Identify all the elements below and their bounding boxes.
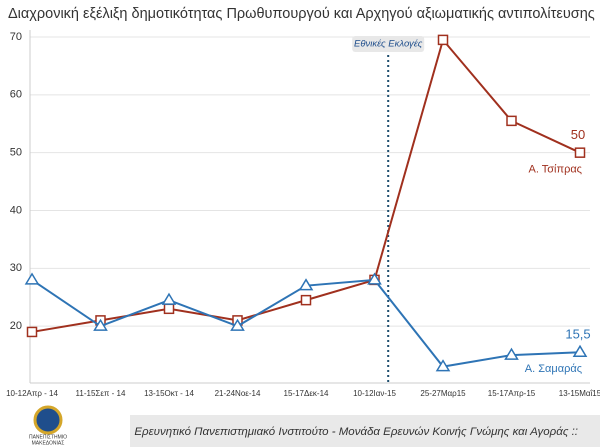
marker (93, 318, 108, 331)
x-tick-label: 13-15Μαΐ15 (559, 389, 600, 398)
marker (506, 115, 517, 127)
y-tick-label: 50 (10, 147, 22, 159)
series-label: Α. Σαμαράς (525, 363, 582, 375)
value-label: 15,5 (565, 327, 590, 342)
footer-bar (130, 415, 600, 447)
marker (300, 294, 312, 306)
y-tick-label: 70 (10, 31, 22, 43)
marker (24, 272, 40, 285)
x-tick-label: 10-12Ιαν-15 (353, 389, 396, 398)
y-tick-label: 60 (10, 89, 22, 101)
marker (163, 303, 175, 315)
annotation-box (352, 36, 425, 52)
marker (572, 344, 588, 357)
value-label: 50 (571, 127, 585, 142)
series-label: Α. Τσίπρας (528, 164, 582, 176)
x-tick-label: 11-15Σεπ - 14 (76, 389, 126, 398)
marker (298, 278, 314, 291)
chart-title: Διαχρονική εξέλιξη δημοτικότητας Πρωθυπο… (8, 6, 595, 22)
annotation: Εθνικές Εκλογές (354, 39, 423, 50)
logo-text: ΜΑΚΕΔΟΝΙΑΣ (32, 440, 65, 446)
marker (437, 34, 449, 46)
marker (230, 318, 245, 331)
source: Ερευνητικό Πανεπιστημιακό Ινστιτούτο - Μ… (134, 426, 578, 438)
y-tick-label: 30 (10, 262, 22, 274)
logo-text: ΠΑΝΕΠΙΣΤΗΜΙΟ (29, 434, 67, 440)
series-line (31, 278, 581, 368)
x-tick-label: 10-12Απρ - 14 (6, 389, 58, 398)
y-tick-label: 40 (10, 204, 22, 216)
marker (574, 147, 586, 158)
marker (504, 347, 519, 360)
y-tick-label: 20 (10, 320, 22, 332)
x-tick-label: 25-27Μαρ15 (420, 389, 466, 398)
x-tick-label: 21-24Νοε-14 (215, 389, 261, 398)
x-tick-label: 15-17Απρ-15 (488, 389, 536, 398)
logo (33, 405, 63, 435)
marker (435, 359, 451, 372)
x-tick-label: 13-15Οκτ - 14 (144, 389, 194, 398)
marker (26, 326, 38, 338)
x-tick-label: 15-17Δεκ-14 (284, 389, 329, 398)
marker (367, 272, 382, 285)
marker (161, 292, 177, 305)
